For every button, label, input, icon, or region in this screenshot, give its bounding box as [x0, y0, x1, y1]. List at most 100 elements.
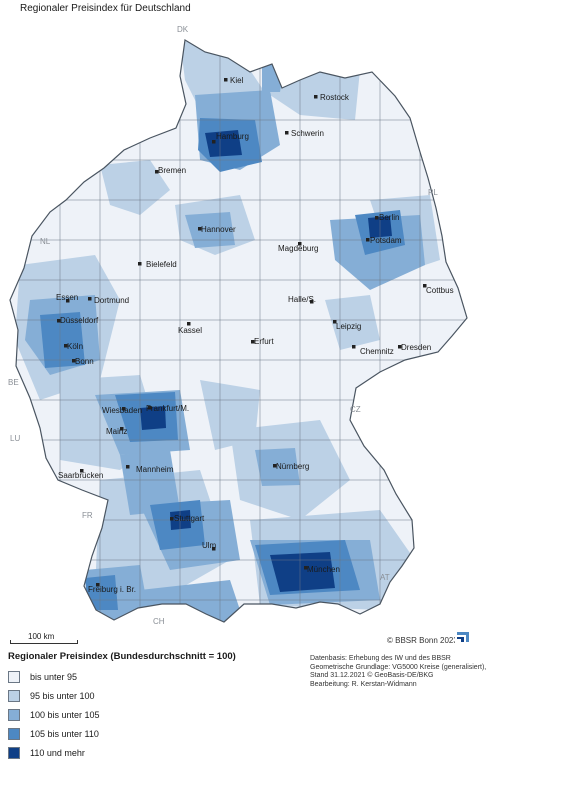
- legend-swatch: [8, 690, 20, 702]
- scale-bar-label: 100 km: [28, 632, 55, 641]
- city-dresden: Dresden: [398, 343, 431, 352]
- svg-text:Cottbus: Cottbus: [426, 286, 454, 295]
- country-label: NL: [40, 237, 51, 246]
- legend-swatch: [8, 747, 20, 759]
- svg-text:Hannover: Hannover: [201, 225, 236, 234]
- source-line: Bearbeitung: R. Kerstan-Widmann: [310, 680, 417, 688]
- legend-item: 95 bis unter 100: [8, 687, 100, 705]
- svg-text:Schwerin: Schwerin: [291, 129, 324, 138]
- legend-label: 110 und mehr: [30, 748, 85, 758]
- city-rostock: Rostock: [314, 93, 350, 102]
- legend-item: 110 und mehr: [8, 744, 100, 762]
- svg-text:Kiel: Kiel: [230, 76, 244, 85]
- legend-swatch: [8, 709, 20, 721]
- city-dortmund: Dortmund: [88, 296, 129, 305]
- legend-swatch: [8, 728, 20, 740]
- svg-text:Mannheim: Mannheim: [136, 465, 174, 474]
- svg-text:München: München: [307, 565, 340, 574]
- svg-text:Saarbrücken: Saarbrücken: [58, 471, 103, 480]
- city-duesseldorf: Düsseldorf: [57, 316, 99, 325]
- country-label: AT: [380, 573, 390, 582]
- legend: bis unter 95 95 bis unter 100 100 bis un…: [8, 668, 100, 763]
- svg-text:Chemnitz: Chemnitz: [360, 347, 394, 356]
- svg-text:Essen: Essen: [56, 293, 78, 302]
- city-kiel: Kiel: [224, 76, 244, 85]
- city-muenchen: München: [304, 565, 340, 574]
- city-potsdam: Potsdam: [366, 236, 402, 245]
- svg-text:Halle/S.: Halle/S.: [288, 295, 316, 304]
- svg-text:Kassel: Kassel: [178, 326, 202, 335]
- svg-text:Frankfurt/M.: Frankfurt/M.: [146, 404, 189, 413]
- legend-item: bis unter 95: [8, 668, 100, 686]
- source-line: Datenbasis: Erhebung des IW und des BBSR: [310, 655, 451, 662]
- city-freiburg: Freiburg i. Br.: [88, 583, 136, 594]
- city-bonn: Bonn: [72, 357, 94, 366]
- city-saarbruecken: Saarbrücken: [58, 469, 103, 480]
- svg-text:Magdeburg: Magdeburg: [278, 244, 318, 253]
- legend-title: Regionaler Preisindex (Bundesdurchschnit…: [8, 651, 236, 662]
- city-markers: Kiel Rostock Hamburg Schwerin Bremen Ber…: [56, 76, 454, 594]
- city-cottbus: Cottbus: [423, 284, 454, 295]
- city-schwerin: Schwerin: [285, 129, 324, 138]
- country-label: CH: [153, 617, 165, 626]
- svg-text:Ulm: Ulm: [202, 541, 217, 550]
- city-ulm: Ulm: [202, 541, 217, 551]
- svg-text:Düsseldorf: Düsseldorf: [60, 316, 99, 325]
- svg-text:Potsdam: Potsdam: [370, 236, 402, 245]
- city-koeln: Köln: [64, 342, 83, 351]
- city-nuernberg: Nürnberg: [273, 462, 309, 471]
- source-line: Stand 31.12.2021 © GeoBasis-DE/BKG: [310, 672, 434, 679]
- svg-text:Stuttgart: Stuttgart: [174, 514, 205, 523]
- svg-text:Bremen: Bremen: [158, 166, 186, 175]
- svg-text:Köln: Köln: [67, 342, 83, 351]
- country-labels: DK PL NL BE LU CZ FR AT CH: [8, 25, 438, 626]
- germany-price-index-map: DK PL NL BE LU CZ FR AT CH Kiel Rostock …: [8, 25, 468, 626]
- svg-text:Wiesbaden: Wiesbaden: [102, 406, 142, 415]
- svg-text:Mainz: Mainz: [106, 427, 127, 436]
- country-label: PL: [428, 188, 438, 197]
- legend-label: 100 bis unter 105: [30, 710, 100, 720]
- country-label: BE: [8, 378, 19, 387]
- legend-label: bis unter 95: [30, 672, 78, 682]
- svg-text:Rostock: Rostock: [320, 93, 350, 102]
- legend-item: 100 bis unter 105: [8, 706, 100, 724]
- city-stuttgart: Stuttgart: [170, 514, 205, 523]
- city-chemnitz: Chemnitz: [352, 345, 394, 356]
- city-essen: Essen: [56, 293, 78, 303]
- svg-text:Erfurt: Erfurt: [254, 337, 274, 346]
- country-label: FR: [82, 511, 93, 520]
- city-bremen: Bremen: [155, 166, 186, 175]
- country-label: DK: [177, 25, 189, 34]
- city-hamburg: Hamburg: [212, 132, 249, 144]
- city-berlin: Berlin: [375, 213, 399, 222]
- svg-text:Leipzig: Leipzig: [336, 322, 361, 331]
- svg-text:Bielefeld: Bielefeld: [146, 260, 177, 269]
- svg-text:Dresden: Dresden: [401, 343, 431, 352]
- svg-text:Nürnberg: Nürnberg: [276, 462, 309, 471]
- city-wiesbaden: Wiesbaden: [102, 406, 142, 415]
- copyright-text: © BBSR Bonn 2023: [387, 636, 458, 645]
- svg-text:Dortmund: Dortmund: [94, 296, 129, 305]
- city-bielefeld: Bielefeld: [138, 260, 177, 269]
- country-label: LU: [10, 434, 20, 443]
- scale-bar: 100 km: [10, 632, 78, 644]
- bbsr-logo-icon: [455, 630, 471, 644]
- district-borders: [10, 40, 467, 622]
- legend-label: 105 bis unter 110: [30, 729, 99, 739]
- city-magdeburg: Magdeburg: [278, 242, 318, 253]
- city-halle: Halle/S.: [288, 295, 316, 304]
- city-frankfurt: Frankfurt/M.: [146, 404, 189, 413]
- svg-text:Berlin: Berlin: [379, 213, 399, 222]
- svg-text:Hamburg: Hamburg: [216, 132, 249, 141]
- scale-bar-line: [10, 640, 78, 644]
- legend-swatch: [8, 671, 20, 683]
- source-note: Datenbasis: Erhebung des IW und des BBSR…: [310, 655, 510, 689]
- map-title: Regionaler Preisindex für Deutschland: [20, 3, 191, 14]
- city-erfurt: Erfurt: [251, 337, 274, 346]
- city-mannheim: Mannheim: [126, 465, 174, 474]
- city-hannover: Hannover: [198, 225, 236, 234]
- svg-text:Bonn: Bonn: [75, 357, 94, 366]
- city-leipzig: Leipzig: [333, 320, 361, 331]
- country-label: CZ: [350, 405, 361, 414]
- legend-label: 95 bis unter 100: [30, 691, 95, 701]
